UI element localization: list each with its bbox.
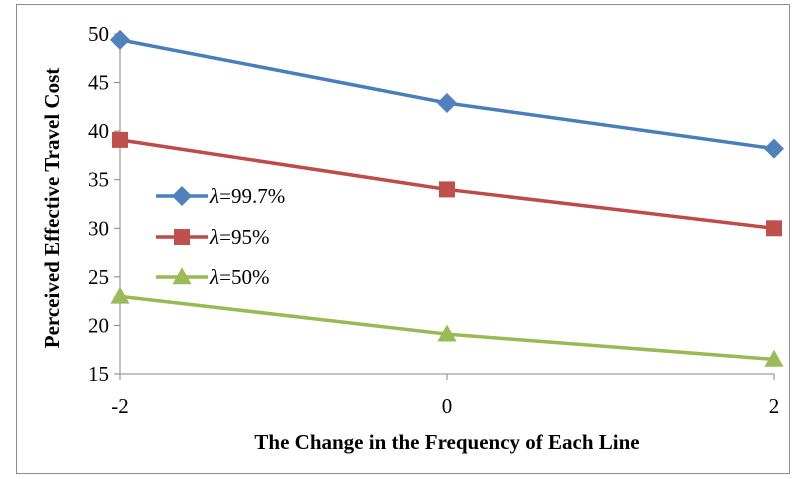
x-tick-label: -2 <box>111 394 129 418</box>
x-axis-title: The Change in the Frequency of Each Line <box>254 430 639 454</box>
series-2 <box>112 131 782 237</box>
data-point <box>764 349 784 367</box>
y-tick-label: 35 <box>88 168 109 192</box>
chart-area <box>16 4 790 474</box>
data-point <box>763 138 785 159</box>
y-tick-label: 25 <box>88 265 109 289</box>
y-axis-ticks: 15 20 25 30 35 40 45 50 <box>88 22 120 386</box>
data-point <box>109 29 131 50</box>
legend-marker <box>172 267 192 285</box>
series-1 <box>109 29 785 159</box>
legend-item: λ=95% <box>156 225 269 249</box>
x-axis-ticks: -2 0 2 <box>111 374 779 418</box>
legend-marker <box>171 185 193 207</box>
y-tick-label: 15 <box>88 362 109 386</box>
legend-label: λ=50% <box>209 265 269 289</box>
y-tick-label: 50 <box>88 22 109 46</box>
y-tick-label: 40 <box>88 119 109 143</box>
legend-marker <box>174 229 190 245</box>
x-tick-label: 2 <box>769 394 780 418</box>
data-point <box>112 131 128 148</box>
y-tick-label: 30 <box>88 216 109 240</box>
y-tick-label: 20 <box>88 313 109 337</box>
data-point <box>766 220 782 237</box>
data-point <box>439 181 455 198</box>
x-tick-label: 0 <box>442 394 453 418</box>
legend-label: λ=99.7% <box>209 184 285 208</box>
data-point <box>110 286 130 304</box>
series-3 <box>110 286 784 367</box>
legend: λ=99.7% λ=95% λ=50% <box>156 184 285 289</box>
legend-item: λ=50% <box>156 265 269 289</box>
legend-item: λ=99.7% <box>156 184 285 208</box>
data-point <box>436 92 458 113</box>
y-tick-label: 45 <box>88 71 109 95</box>
data-point <box>437 324 457 342</box>
y-axis-title: Perceived Effective Travel Cost <box>40 68 64 348</box>
series-layer <box>109 29 785 367</box>
legend-label: λ=95% <box>209 225 269 249</box>
